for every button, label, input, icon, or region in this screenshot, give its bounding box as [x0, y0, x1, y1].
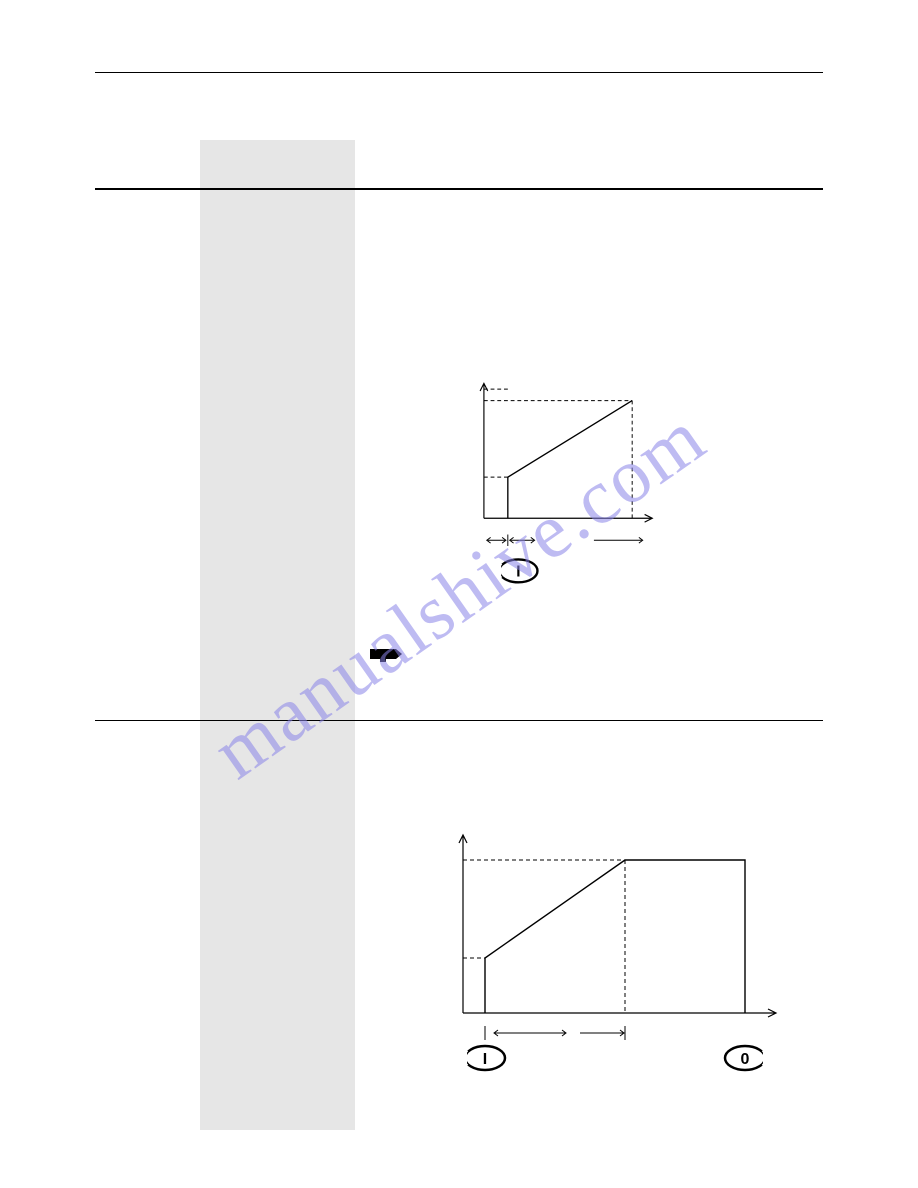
note-hand-icon [370, 643, 404, 665]
ramp-on-diagram: I [440, 370, 700, 590]
divider-mid [95, 720, 823, 721]
on-glyph: I [483, 1051, 487, 1068]
sidebar-column [200, 140, 355, 1130]
power-off-icon: 0 [725, 1046, 768, 1070]
page-root: I I [0, 0, 918, 1188]
divider-top [95, 72, 823, 73]
on-glyph: I [516, 564, 520, 581]
divider-header [95, 188, 823, 190]
power-on-icon: I [462, 1046, 505, 1070]
off-glyph: 0 [741, 1051, 750, 1068]
power-on-icon: I [496, 559, 537, 582]
ramp-on-off-diagram: I 0 [415, 818, 795, 1078]
